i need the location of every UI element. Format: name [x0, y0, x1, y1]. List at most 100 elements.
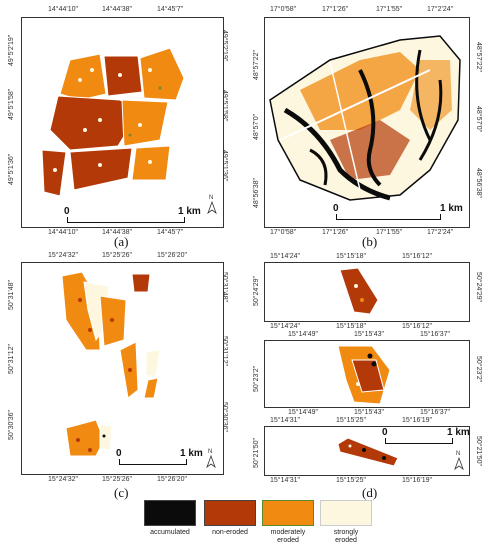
legend-label: strongly eroded [333, 529, 359, 544]
field-polygon [69, 147, 133, 191]
scale-bar [336, 214, 441, 220]
coord-label: 15°16'37" [420, 331, 450, 338]
coord-label: 14°45'7" [157, 229, 184, 236]
coord-label: 15°26'20" [157, 252, 187, 259]
field-polygon [103, 55, 143, 97]
coord-label: 50°31'12" [8, 344, 15, 374]
legend-label: accumulated [150, 529, 190, 536]
coord-label: 17°0'58" [270, 229, 297, 236]
legend-swatch [262, 500, 314, 526]
coord-label: 14°44'38" [102, 6, 132, 13]
coord-label: 15°16'19" [402, 477, 432, 484]
field-polygon [145, 349, 161, 377]
coord-label: 14°44'38" [102, 229, 132, 236]
coord-label: 17°1'55" [376, 6, 403, 13]
coord-label: 49°5'2'19" [8, 34, 15, 66]
legend-item-strongly-eroded: strongly eroded [316, 500, 376, 545]
coord-label: 17°1'26" [322, 229, 349, 236]
coord-label: 15°25'26" [102, 252, 132, 259]
coord-label: 49°5'1'58" [221, 90, 228, 122]
panel-label-b: (b) [362, 234, 378, 249]
coord-label: 48°57'0" [253, 113, 260, 140]
panel-c-fields [61, 271, 161, 457]
coord-label: 15°15'18" [336, 323, 366, 330]
field-polygon [41, 149, 67, 197]
legend-label: non-eroded [212, 529, 248, 536]
coord-label: 17°2'24" [427, 6, 454, 13]
coord-label: 15°26'20" [157, 476, 187, 483]
coord-label: 15°14'24" [270, 253, 300, 260]
coord-label: 50°31'48" [8, 280, 15, 310]
coord-label: 50°21'50" [253, 438, 260, 468]
coord-label: 49°5'1'36" [8, 153, 15, 185]
field-polygon [339, 267, 379, 315]
coord-label: 49°5'2'19" [221, 30, 228, 62]
legend-item-accumulated: accumulated [140, 500, 200, 536]
legend-swatch [204, 500, 256, 526]
erosion-channel [309, 148, 328, 186]
coord-label: 50°30'36" [221, 402, 228, 432]
legend-swatch [144, 500, 196, 526]
coord-label: 15°25'26" [102, 476, 132, 483]
scale-zero: 0 [382, 427, 388, 438]
coord-label: 50°21'50" [475, 436, 482, 466]
erosion-channel [415, 49, 432, 141]
field-polygon [121, 99, 169, 147]
coord-label: 15°15'43" [354, 331, 384, 338]
coord-label: 15°14'31" [270, 417, 300, 424]
coord-label: 48°57'0" [475, 106, 482, 133]
legend-label: moderately eroded [270, 529, 306, 544]
coord-label: 15°14'24" [270, 323, 300, 330]
scale-bar [385, 438, 453, 444]
coord-label: 14°44'10" [48, 6, 78, 13]
scale-zero: 0 [333, 203, 339, 214]
coord-label: 15°14'31" [270, 477, 300, 484]
coord-label: 14°45'7" [157, 6, 184, 13]
north-arrow-icon: N [205, 195, 219, 214]
legend-item-non-eroded: non-eroded [200, 500, 260, 536]
coord-label: 48°57'22" [475, 42, 482, 72]
field-polygon [59, 53, 107, 101]
coord-label: 50°24'29" [253, 276, 260, 306]
coord-label: 50°31'48" [221, 272, 228, 302]
panel-label-c: (c) [114, 485, 129, 500]
legend-item-moderately-eroded: moderately eroded [258, 500, 318, 545]
coord-label: 50°31'12" [221, 336, 228, 366]
scale-label: 1 km [180, 448, 203, 459]
coord-label: 15°16'19" [402, 417, 432, 424]
panel-a-fields [41, 47, 185, 197]
coord-label: 17°1'26" [322, 6, 349, 13]
north-arrow-icon: N [452, 451, 466, 470]
coord-label: 17°1'55" [376, 229, 403, 236]
coord-label: 15°16'37" [420, 409, 450, 416]
coord-label: 50°23'2" [253, 365, 260, 392]
coord-label: 48°56'38" [253, 178, 260, 208]
scale-bar [67, 217, 185, 223]
map-panel-c [21, 262, 224, 475]
panel-d-fields [337, 267, 399, 467]
coord-label: 15°15'25" [336, 417, 366, 424]
coord-label: 15°14'49" [288, 331, 318, 338]
scale-zero: 0 [116, 448, 122, 459]
field-polygon [143, 377, 159, 399]
field-polygon [65, 419, 105, 457]
erosion-channel [358, 69, 382, 187]
field-polygon [99, 423, 113, 451]
coord-label: 50°23'2" [475, 356, 482, 383]
coord-label: 17°2'24" [427, 229, 454, 236]
field-polygon [49, 95, 141, 151]
field-polygon [131, 273, 151, 293]
panel-label-a: (a) [114, 234, 129, 249]
coord-label: 15°16'12" [402, 323, 432, 330]
scale-zero: 0 [64, 206, 70, 217]
field-polygon [139, 47, 185, 101]
coord-label: 15°15'43" [354, 409, 384, 416]
north-arrow-icon: N [204, 449, 218, 468]
coord-label: 49°5'1'36" [221, 150, 228, 182]
coord-label: 48°57'22" [253, 50, 260, 80]
scale-bar [119, 459, 187, 465]
panel-b-fields [269, 35, 461, 201]
erosion-channel [283, 107, 391, 201]
erosion-channel [418, 79, 443, 161]
